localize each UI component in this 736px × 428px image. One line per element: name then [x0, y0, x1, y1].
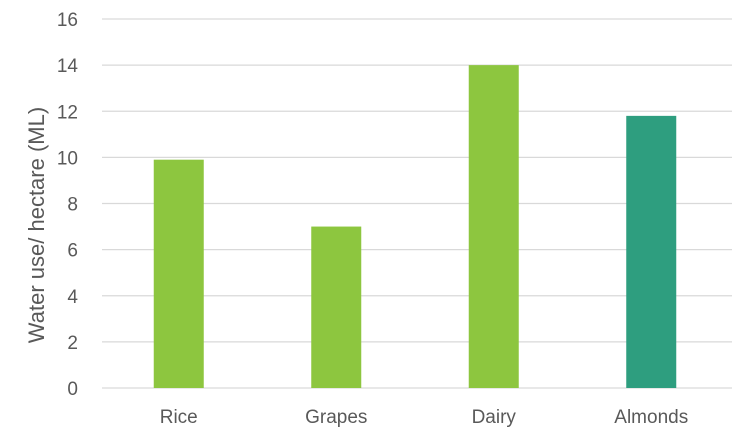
- y-tick-label: 8: [67, 195, 78, 216]
- bar-rice: [153, 159, 204, 388]
- y-tick-label: 4: [67, 287, 78, 308]
- bar-grapes: [311, 226, 362, 388]
- y-tick-label: 12: [57, 102, 78, 123]
- y-tick-label: 16: [57, 10, 78, 31]
- y-tick-label: 0: [67, 379, 78, 400]
- x-tick-label: Rice: [160, 407, 198, 428]
- y-tick-label: 14: [57, 56, 79, 77]
- gridlines: [102, 18, 732, 389]
- bar-almonds: [626, 115, 677, 389]
- bar-dairy: [468, 65, 519, 388]
- x-tick-label: Almonds: [614, 407, 688, 428]
- y-axis-label: Water use/ hectare (ML): [24, 107, 49, 343]
- y-tick-labels: 0 2 4 6 8 10 12 14 16: [57, 10, 79, 400]
- x-tick-label: Grapes: [305, 407, 367, 428]
- y-tick-label: 10: [57, 148, 78, 169]
- y-tick-label: 6: [67, 241, 78, 262]
- y-tick-label: 2: [67, 333, 78, 354]
- x-tick-labels: Rice Grapes Dairy Almonds: [160, 407, 688, 428]
- x-tick-label: Dairy: [472, 407, 517, 428]
- bars: [153, 65, 677, 389]
